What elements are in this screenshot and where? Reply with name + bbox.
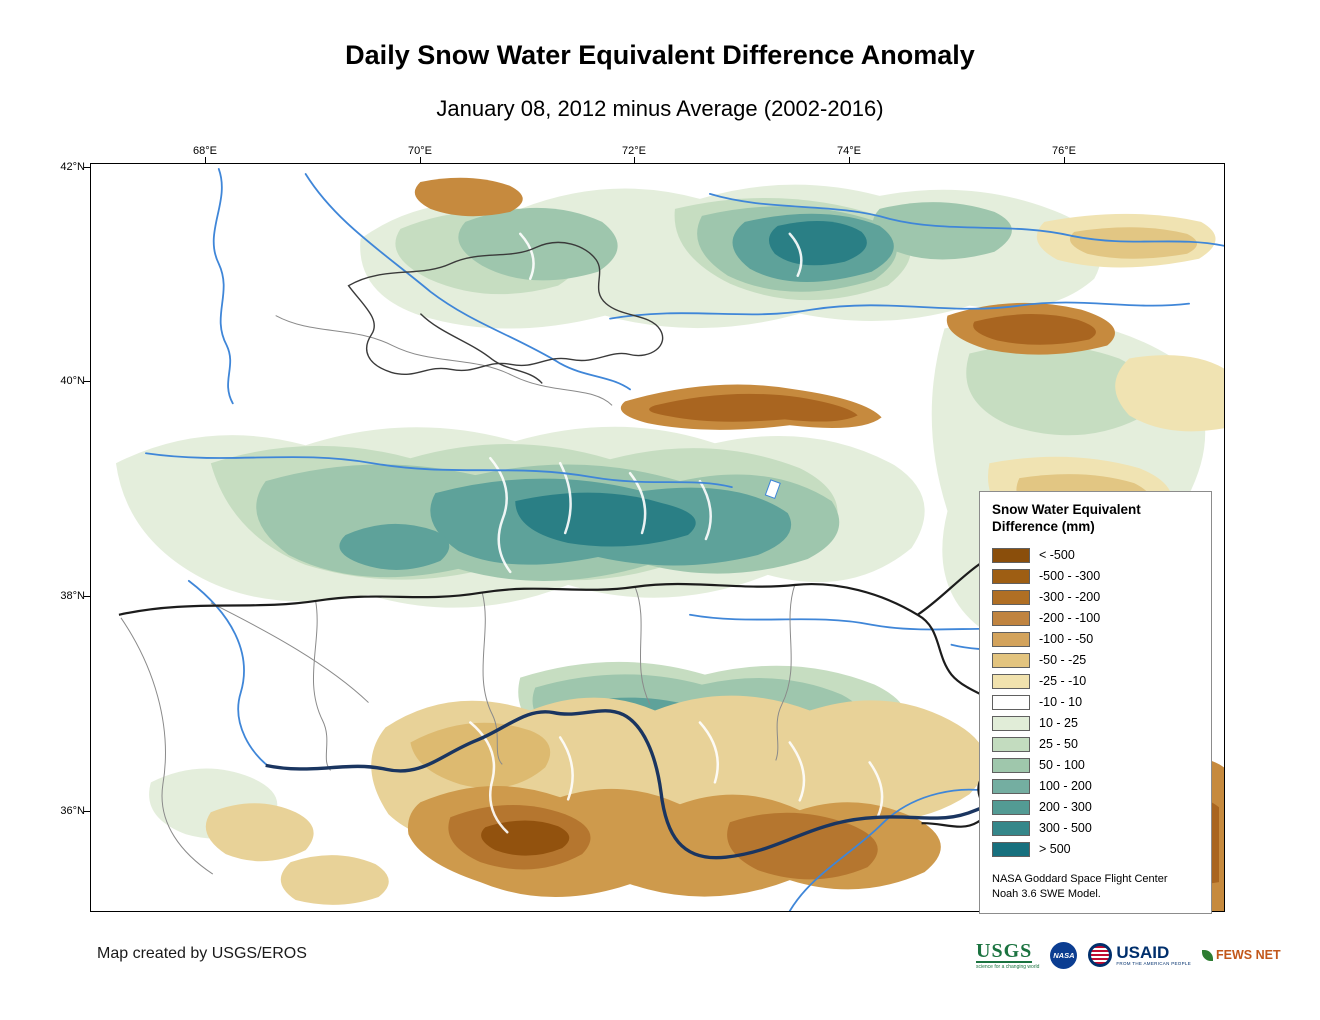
- legend-entry-label: 300 - 500: [1039, 821, 1092, 836]
- x-tick-mark: [849, 157, 850, 163]
- legend-entry: -25 - -10: [992, 671, 1199, 692]
- legend-swatch: [992, 715, 1030, 731]
- legend-swatch: [992, 568, 1030, 584]
- legend-swatch: [992, 652, 1030, 668]
- legend-entry-label: -25 - -10: [1039, 674, 1087, 689]
- usaid-emblem-icon: [1088, 943, 1113, 967]
- legend-entry: -50 - -25: [992, 650, 1199, 671]
- legend-swatch: [992, 799, 1030, 815]
- y-tick-mark: [84, 381, 90, 382]
- map-frame: 68°E 70°E 72°E 74°E 76°E 42°N 40°N 38°N …: [60, 145, 1225, 915]
- legend-swatch: [992, 673, 1030, 689]
- legend: Snow Water Equivalent Difference (mm) < …: [979, 491, 1212, 915]
- y-tick-mark: [84, 167, 90, 168]
- legend-entry: -100 - -50: [992, 629, 1199, 650]
- legend-swatch: [992, 841, 1030, 857]
- usgs-logo-tagline: science for a changing world: [976, 963, 1040, 970]
- ridge-texture: [469, 232, 884, 834]
- usaid-logo-text: USAID: [1116, 943, 1170, 962]
- legend-entry: -200 - -100: [992, 608, 1199, 629]
- legend-entry-label: 100 - 200: [1039, 779, 1092, 794]
- legend-entry: 200 - 300: [992, 797, 1199, 818]
- fewsnet-leaf-icon: [1202, 949, 1214, 961]
- legend-note-line1: NASA Goddard Space Flight Center: [992, 872, 1168, 885]
- legend-entry-label: 50 - 100: [1039, 758, 1085, 773]
- page-title: Daily Snow Water Equivalent Difference A…: [345, 40, 975, 70]
- legend-entry: 25 - 50: [992, 734, 1199, 755]
- legend-swatch: [992, 757, 1030, 773]
- x-tick-mark: [205, 157, 206, 163]
- x-tick-label: 72°E: [622, 145, 646, 157]
- legend-entry: 50 - 100: [992, 755, 1199, 776]
- usgs-logo: USGS science for a changing world: [976, 941, 1039, 970]
- legend-entry-label: 25 - 50: [1039, 737, 1078, 752]
- fewsnet-logo: FEWS NET: [1202, 948, 1281, 962]
- y-tick-mark: [84, 811, 90, 812]
- legend-entry-label: -500 - -300: [1039, 569, 1101, 584]
- legend-entry-label: -50 - -25: [1039, 653, 1087, 668]
- x-tick-label: 70°E: [408, 145, 432, 157]
- legend-swatch: [992, 778, 1030, 794]
- nasa-logo: NASA: [1050, 941, 1078, 969]
- x-tick-mark: [1064, 157, 1065, 163]
- legend-swatch: [992, 631, 1030, 647]
- usaid-logo: USAID FROM THE AMERICAN PEOPLE: [1088, 943, 1191, 967]
- legend-entry: 10 - 25: [992, 713, 1199, 734]
- legend-entry-label: < -500: [1039, 548, 1075, 563]
- legend-title-line1: Snow Water Equivalent: [992, 502, 1141, 517]
- legend-entry-label: 10 - 25: [1039, 716, 1078, 731]
- usaid-logo-tagline: FROM THE AMERICAN PEOPLE: [1116, 961, 1192, 966]
- legend-entries: < -500 -500 - -300 -300 - -200 -200 - -100 -…: [992, 545, 1199, 860]
- logo-strip: USGS science for a changing world NASA U…: [976, 938, 1281, 972]
- legend-swatch: [992, 820, 1030, 836]
- legend-swatch: [992, 610, 1030, 626]
- usgs-logo-text: USGS: [976, 939, 1033, 963]
- y-tick-mark: [84, 596, 90, 597]
- legend-swatch: [992, 694, 1030, 710]
- legend-entry: -500 - -300: [992, 566, 1199, 587]
- legend-entry: < -500: [992, 545, 1199, 566]
- legend-title-line2: Difference (mm): [992, 518, 1095, 534]
- x-tick-label: 76°E: [1052, 145, 1076, 157]
- y-tick-label: 36°N: [60, 805, 85, 817]
- legend-swatch: [992, 547, 1030, 563]
- map-credit: Map created by USGS/EROS: [97, 945, 307, 962]
- legend-title: Snow Water Equivalent Difference (mm): [992, 502, 1199, 536]
- legend-swatch: [992, 736, 1030, 752]
- legend-entry-label: -100 - -50: [1039, 632, 1094, 647]
- legend-note: NASA Goddard Space Flight Center Noah 3.…: [992, 872, 1199, 902]
- legend-swatch: [992, 589, 1030, 605]
- nasa-logo-text: NASA: [1053, 950, 1075, 960]
- fewsnet-logo-text: FEWS NET: [1216, 948, 1281, 962]
- legend-entry-label: 200 - 300: [1039, 800, 1092, 815]
- legend-entry: -300 - -200: [992, 587, 1199, 608]
- legend-entry: 300 - 500: [992, 818, 1199, 839]
- y-tick-label: 40°N: [60, 375, 85, 387]
- y-tick-label: 38°N: [60, 590, 85, 602]
- legend-entry-label: -10 - 10: [1039, 695, 1083, 710]
- legend-entry-label: -300 - -200: [1039, 590, 1101, 605]
- y-tick-label: 42°N: [60, 161, 85, 173]
- lake-karakul: [764, 479, 781, 499]
- legend-entry: > 500: [992, 839, 1199, 860]
- x-tick-label: 74°E: [837, 145, 861, 157]
- x-tick-mark: [634, 157, 635, 163]
- legend-entry: -10 - 10: [992, 692, 1199, 713]
- legend-entry-label: > 500: [1039, 842, 1071, 857]
- legend-note-line2: Noah 3.6 SWE Model.: [992, 887, 1101, 900]
- legend-entry-label: -200 - -100: [1039, 611, 1101, 626]
- usaid-logo-text-wrap: USAID FROM THE AMERICAN PEOPLE: [1116, 944, 1191, 966]
- legend-entry: 100 - 200: [992, 776, 1199, 797]
- x-tick-label: 68°E: [193, 145, 217, 157]
- page-subtitle: January 08, 2012 minus Average (2002-201…: [436, 96, 884, 121]
- x-tick-mark: [420, 157, 421, 163]
